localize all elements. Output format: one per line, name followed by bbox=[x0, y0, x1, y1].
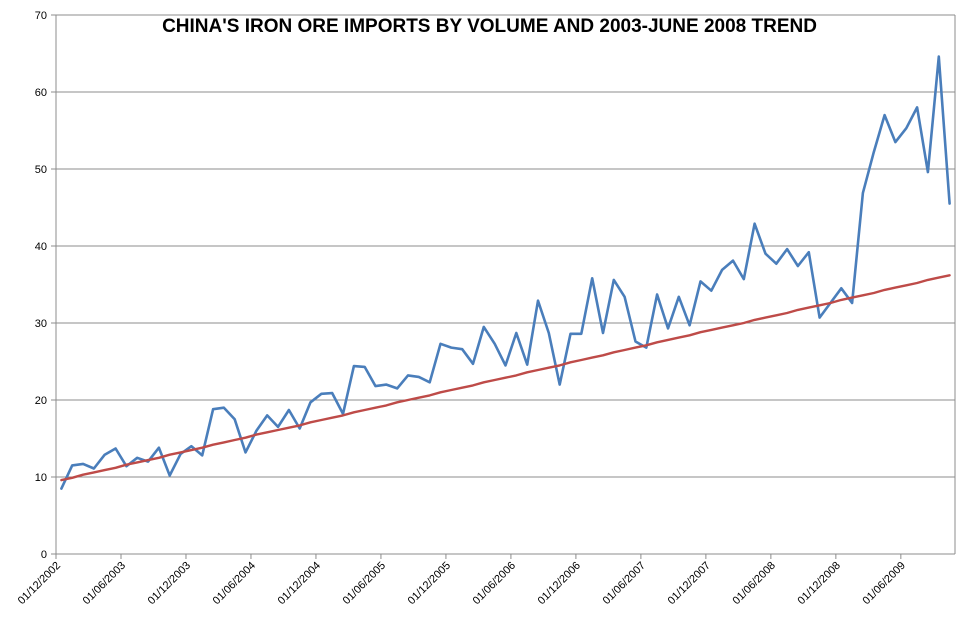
x-tick-label: 01/06/2007 bbox=[601, 560, 648, 607]
y-tick-label: 20 bbox=[35, 395, 47, 407]
x-tick-label: 01/06/2006 bbox=[471, 560, 518, 607]
chart-title: CHINA'S IRON ORE IMPORTS BY VOLUME AND 2… bbox=[162, 16, 817, 37]
x-tick-label: 01/06/2009 bbox=[861, 560, 908, 607]
x-tick-label: 01/12/2005 bbox=[406, 560, 453, 607]
x-tick-label: 01/06/2008 bbox=[731, 560, 778, 607]
x-tick-label: 01/12/2003 bbox=[146, 560, 193, 607]
series-line-trend bbox=[60, 274, 951, 482]
x-tick-label: 01/12/2004 bbox=[276, 560, 323, 607]
y-tick-label: 60 bbox=[35, 87, 47, 99]
y-tick-label: 50 bbox=[35, 164, 47, 176]
y-tick-label: 70 bbox=[35, 10, 47, 22]
x-tick-label: 01/12/2002 bbox=[16, 560, 63, 607]
x-tick-label: 01/12/2008 bbox=[796, 560, 843, 607]
x-tick-label: 01/12/2007 bbox=[666, 560, 713, 607]
y-tick-label: 10 bbox=[35, 472, 47, 484]
x-tick-label: 01/06/2003 bbox=[81, 560, 128, 607]
series-line-imports bbox=[60, 55, 951, 490]
x-tick-label: 01/06/2004 bbox=[211, 560, 258, 607]
y-tick-label: 0 bbox=[41, 549, 47, 561]
x-tick-label: 01/12/2006 bbox=[536, 560, 583, 607]
y-tick-label: 40 bbox=[35, 241, 47, 253]
x-tick-label: 01/06/2005 bbox=[341, 560, 388, 607]
y-tick-label: 30 bbox=[35, 318, 47, 330]
